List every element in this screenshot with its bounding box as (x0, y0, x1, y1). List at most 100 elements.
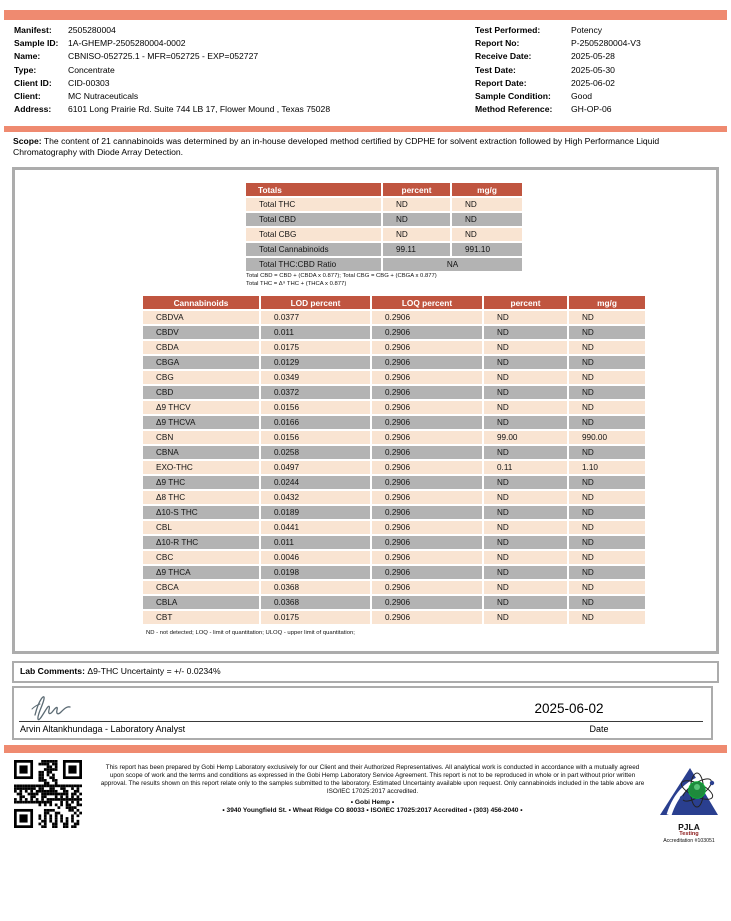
cell-lod: 0.0046 (261, 551, 370, 564)
info-label: Method Reference: (475, 104, 553, 115)
cell-loq: 0.2906 (372, 401, 482, 414)
info-row: Method Reference: GH-OP-06 (475, 103, 641, 116)
cell-loq: 0.2906 (372, 506, 482, 519)
cell-percent: ND (484, 341, 567, 354)
cell-mgg: ND (569, 326, 645, 339)
cell-name: CBCA (143, 581, 259, 594)
totals-row-percent: 99.11 (383, 243, 450, 256)
cell-name: CBT (143, 611, 259, 624)
totals-row-label: Total CBD (246, 213, 381, 226)
info-label: Report No: (475, 38, 520, 49)
cell-mgg: ND (569, 596, 645, 609)
cell-loq: 0.2906 (372, 371, 482, 384)
totals-table: Totals percent mg/g Total THC ND ND Tota… (244, 181, 524, 273)
cell-percent: ND (484, 596, 567, 609)
cell-mgg: 1.10 (569, 461, 645, 474)
scope-paragraph: Scope: The content of 21 cannabinoids wa… (13, 136, 713, 157)
cell-percent: ND (484, 446, 567, 459)
totals-row-percent: ND (383, 213, 450, 226)
cell-name: Δ8 THC (143, 491, 259, 504)
cell-mgg: ND (569, 491, 645, 504)
totals-body: Total THC ND ND Total CBD ND ND Total CB… (246, 198, 522, 256)
cell-name: CBG (143, 371, 259, 384)
totals-header-percent: percent (383, 183, 450, 196)
info-value: CBNISO-052725.1 - MFR=052725 - EXP=05272… (68, 51, 259, 62)
info-row: Receive Date: 2025-05-28 (475, 50, 641, 63)
cell-loq: 0.2906 (372, 536, 482, 549)
cell-mgg: ND (569, 446, 645, 459)
cannabinoids-header: Cannabinoids LOD percent LOQ percent per… (143, 296, 645, 309)
totals-header: Totals percent mg/g (246, 183, 522, 196)
cannabinoid-row: CBT 0.0175 0.2906 ND ND (143, 611, 645, 624)
info-value: 2025-05-30 (571, 64, 615, 75)
cell-name: CBNA (143, 446, 259, 459)
cell-percent: ND (484, 611, 567, 624)
footer-disclaimer: This report has been prepared by Gobi He… (100, 764, 645, 814)
cannabinoid-row: CBN 0.0156 0.2906 99.00 990.00 (143, 431, 645, 444)
cell-percent: ND (484, 371, 567, 384)
accent-bar-bottom (4, 745, 727, 753)
info-row: Address: 6101 Long Prairie Rd. Suite 744… (14, 103, 330, 116)
cannabinoid-row: CBNA 0.0258 0.2906 ND ND (143, 446, 645, 459)
cell-mgg: ND (569, 551, 645, 564)
scope-label: Scope: (13, 136, 42, 146)
cell-loq: 0.2906 (372, 461, 482, 474)
info-value: 1A-GHEMP-2505280004-0002 (68, 38, 186, 49)
cell-lod: 0.0497 (261, 461, 370, 474)
totals-ratio-value: NA (383, 258, 522, 271)
info-label: Sample ID: (14, 38, 59, 49)
cell-lod: 0.0258 (261, 446, 370, 459)
info-label: Name: (14, 51, 41, 62)
info-row: Report No: P-2505280004-V3 (475, 37, 641, 50)
cell-name: CBGA (143, 356, 259, 369)
cannabinoid-row: CBDV 0.011 0.2906 ND ND (143, 326, 645, 339)
test-info-block: Test Performed: Potency Report No: P-250… (475, 24, 641, 116)
info-row: Manifest: 2505280004 (14, 24, 330, 37)
totals-ratio-row: Total THC:CBD Ratio NA (246, 258, 522, 271)
cell-mgg: ND (569, 536, 645, 549)
cell-lod: 0.0156 (261, 401, 370, 414)
cell-loq: 0.2906 (372, 566, 482, 579)
cell-mgg: ND (569, 581, 645, 594)
pjla-logo-icon (660, 768, 718, 816)
cell-mgg: ND (569, 566, 645, 579)
cell-mgg: ND (569, 311, 645, 324)
cell-lod: 0.0377 (261, 311, 370, 324)
cell-percent: 99.00 (484, 431, 567, 444)
cannabinoid-row: Δ10-R THC 0.011 0.2906 ND ND (143, 536, 645, 549)
cell-name: CBDA (143, 341, 259, 354)
results-panel: Totals percent mg/g Total THC ND ND Tota… (12, 167, 719, 654)
info-label: Address: (14, 104, 52, 115)
cell-lod: 0.0156 (261, 431, 370, 444)
totals-row: Total CBD ND ND (246, 213, 522, 226)
lab-comments-label: Lab Comments: (20, 666, 85, 676)
info-label: Sample Condition: (475, 91, 551, 102)
accent-bar-top (4, 10, 727, 20)
signature-date-label: Date (589, 724, 609, 734)
cell-loq: 0.2906 (372, 446, 482, 459)
cell-mgg: ND (569, 401, 645, 414)
cell-lod: 0.0166 (261, 416, 370, 429)
info-label: Receive Date: (475, 51, 532, 62)
cell-mgg: ND (569, 341, 645, 354)
info-label: Test Performed: (475, 25, 541, 35)
cell-name: CBD (143, 386, 259, 399)
totals-header-mgg: mg/g (452, 183, 522, 196)
cell-loq: 0.2906 (372, 596, 482, 609)
cannabinoids-table: Cannabinoids LOD percent LOQ percent per… (141, 294, 647, 626)
cell-lod: 0.0368 (261, 596, 370, 609)
cannabinoid-row: CBL 0.0441 0.2906 ND ND (143, 521, 645, 534)
cell-loq: 0.2906 (372, 356, 482, 369)
cell-name: Δ9 THC (143, 476, 259, 489)
cell-name: Δ9 THCV (143, 401, 259, 414)
info-value: MC Nutraceuticals (68, 91, 139, 102)
totals-row-mgg: ND (452, 228, 522, 241)
cell-name: Δ9 THCA (143, 566, 259, 579)
cell-mgg: ND (569, 506, 645, 519)
cell-percent: ND (484, 491, 567, 504)
cell-lod: 0.0441 (261, 521, 370, 534)
totals-row-label: Total CBG (246, 228, 381, 241)
info-row: Test Date: 2025-05-30 (475, 64, 641, 77)
cell-mgg: ND (569, 356, 645, 369)
lab-comments-box: Lab Comments: Δ9-THC Uncertainty = +/- 0… (12, 661, 719, 683)
